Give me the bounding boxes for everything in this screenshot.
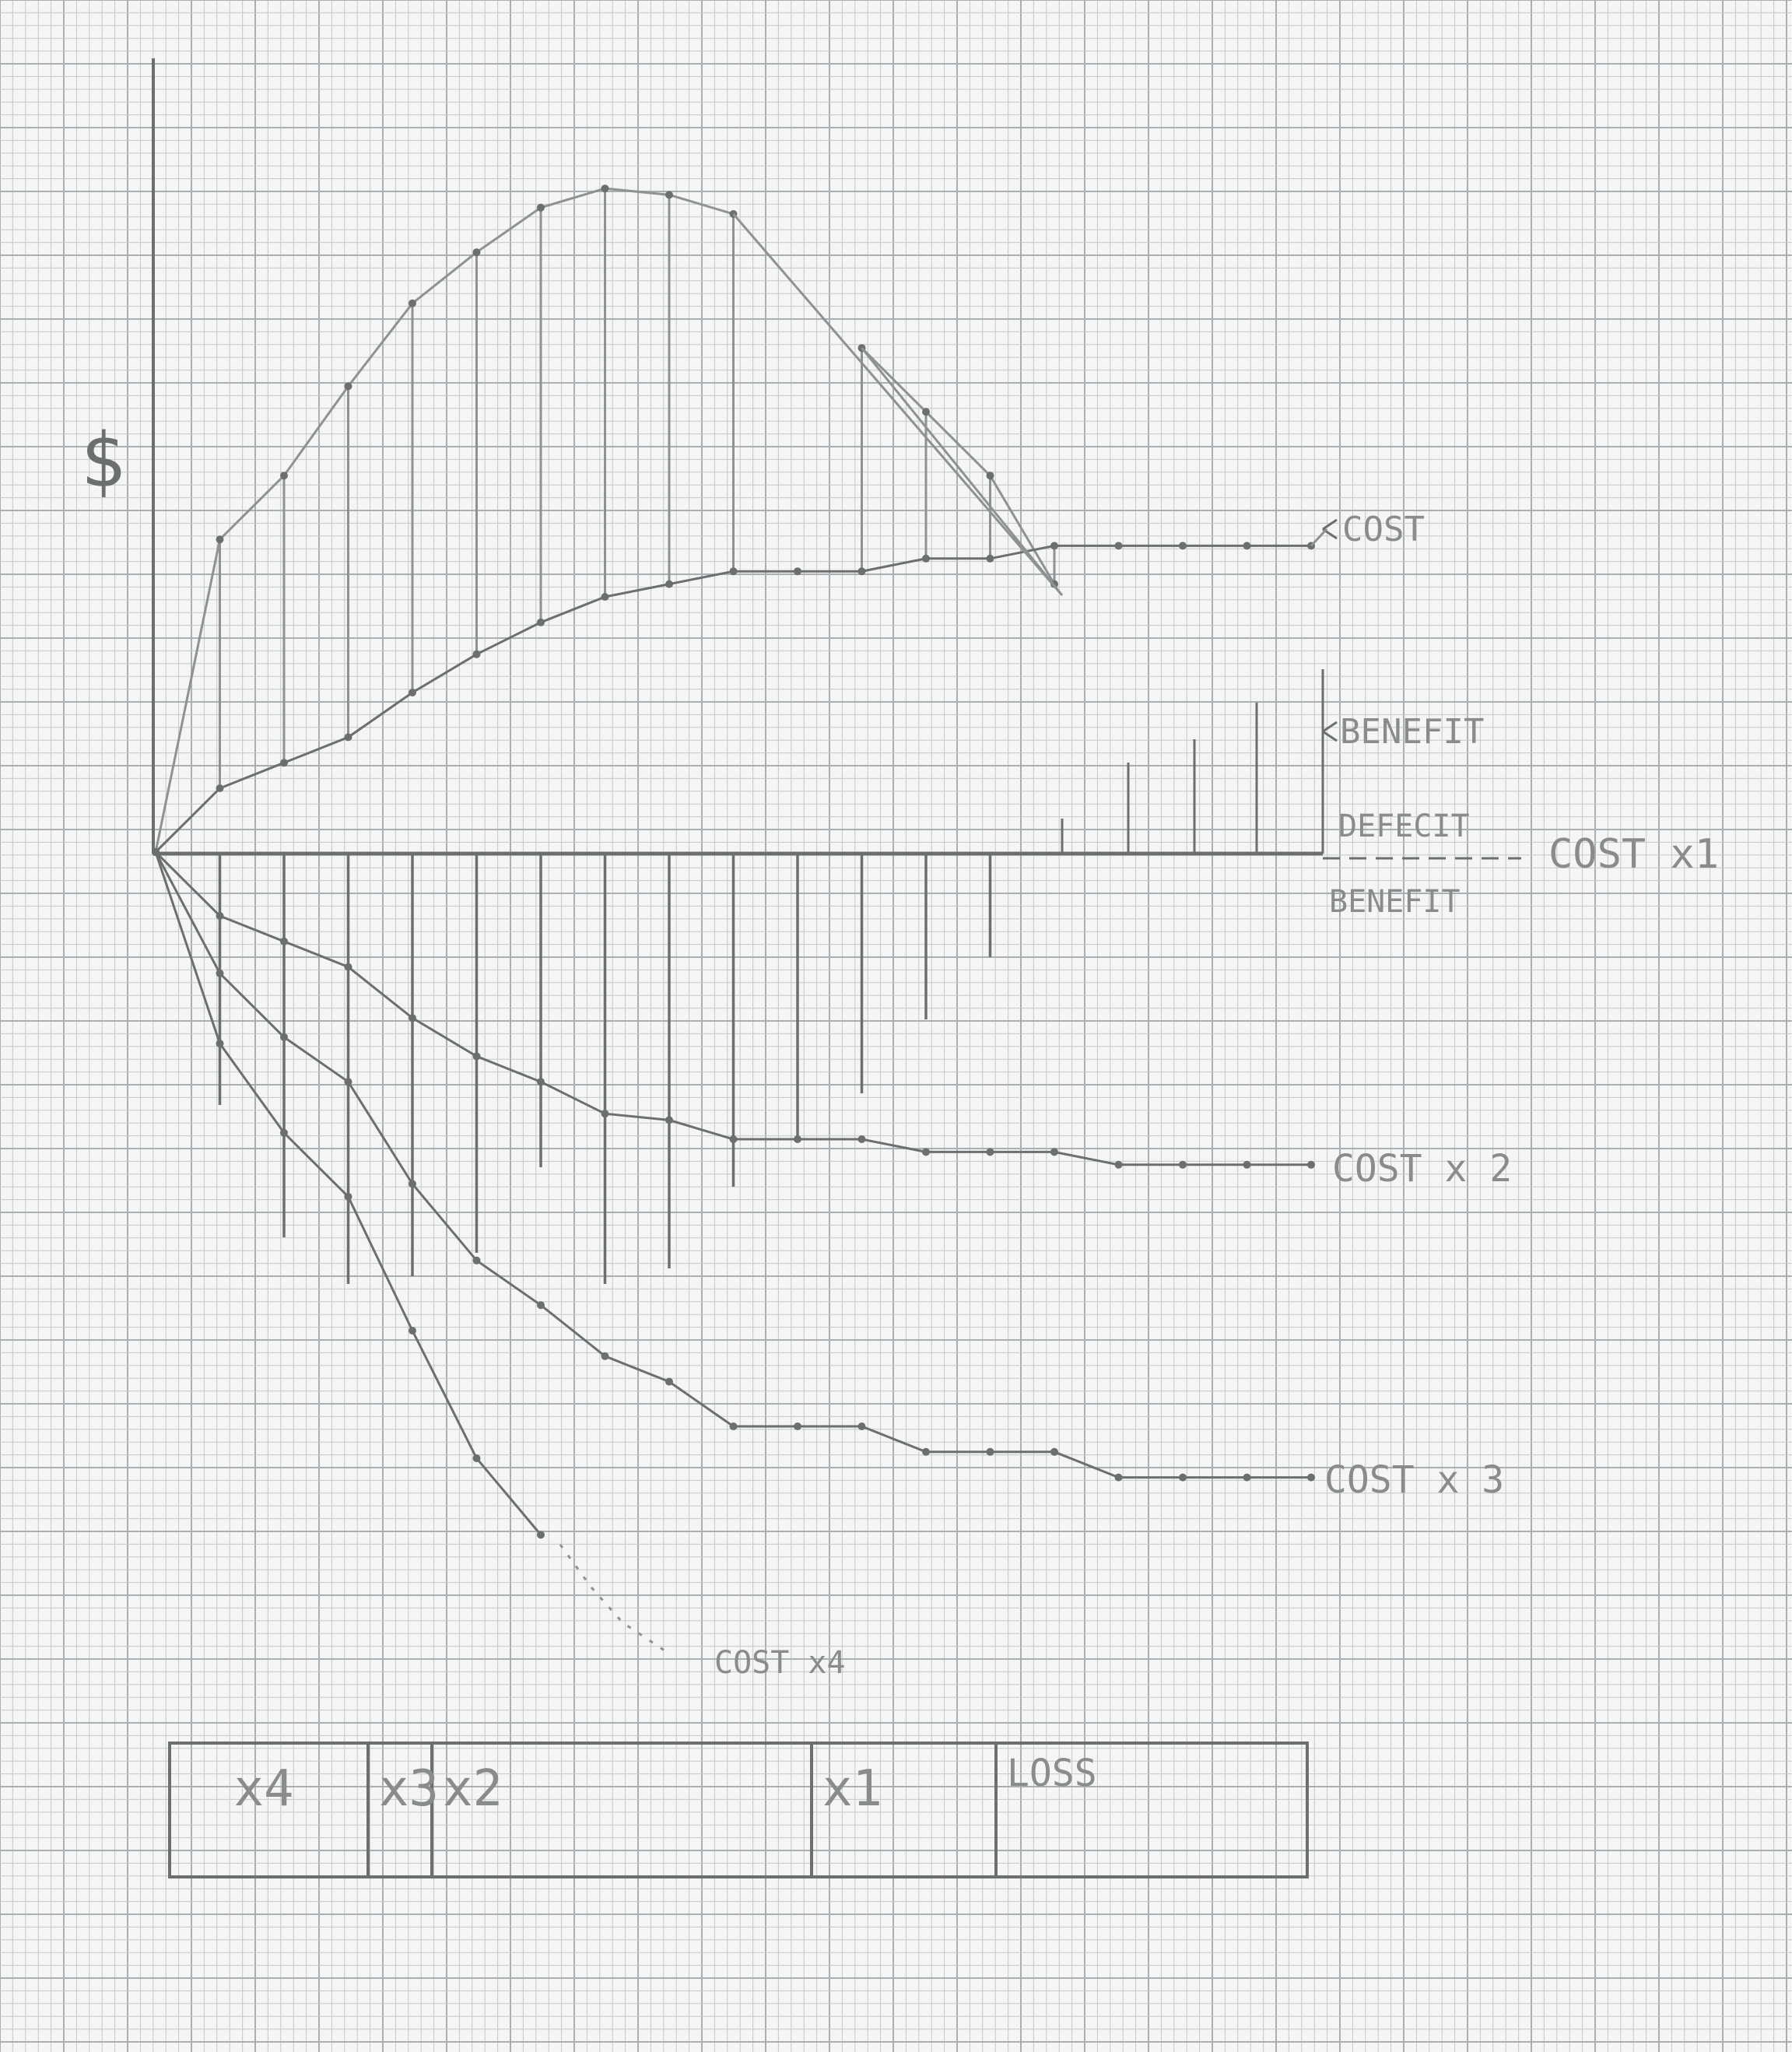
- benefit-arrow-icon: [1322, 721, 1338, 742]
- cost-line-bridge: [732, 213, 1064, 596]
- data-point: [216, 535, 224, 544]
- data-point: [537, 1078, 545, 1086]
- data-point: [794, 1135, 801, 1143]
- data-point: [794, 1422, 801, 1430]
- data-point: [216, 969, 224, 977]
- region-label: x2: [443, 1760, 503, 1818]
- data-point: [216, 912, 224, 920]
- data-point: [344, 733, 352, 742]
- data-point: [665, 580, 673, 588]
- data-point: [472, 1052, 481, 1061]
- data-point: [986, 472, 994, 480]
- data-point: [1050, 1148, 1058, 1156]
- cost-x4-dotted-tail: [559, 1544, 670, 1655]
- region-label: x4: [234, 1760, 294, 1818]
- data-point: [1307, 1473, 1315, 1482]
- region-label: x3: [379, 1760, 439, 1818]
- data-point: [922, 554, 930, 563]
- data-point: [601, 1352, 609, 1360]
- difference-bars: [218, 188, 1324, 1284]
- region-band-frame: [168, 1742, 1309, 1878]
- region-label: x1: [822, 1760, 882, 1818]
- data-point: [280, 1033, 288, 1041]
- data-point: [409, 689, 416, 696]
- data-point: [665, 1116, 673, 1124]
- data-point: [344, 382, 352, 391]
- data-point: [857, 1422, 866, 1430]
- data-point: [344, 963, 352, 971]
- data-point: [665, 1377, 673, 1386]
- data-point: [601, 184, 609, 193]
- label-cost-x4: COST x4: [714, 1645, 846, 1681]
- series-line-0: [154, 187, 1056, 853]
- data-point: [472, 650, 481, 658]
- data-point: [601, 593, 609, 601]
- label-cost-x1: COST x1: [1548, 831, 1719, 878]
- data-point: [280, 937, 288, 945]
- data-point: [729, 1135, 738, 1143]
- data-point: [922, 408, 930, 416]
- data-point: [729, 1422, 738, 1430]
- data-point: [1243, 542, 1251, 550]
- series-layer: [152, 184, 1338, 1655]
- data-point: [472, 248, 481, 257]
- data-point: [857, 567, 866, 576]
- data-point: [1243, 1160, 1251, 1169]
- data-point: [344, 1192, 352, 1201]
- data-point: [1114, 1160, 1123, 1169]
- data-point: [665, 191, 673, 199]
- data-point: [409, 1014, 416, 1022]
- data-point: [922, 1148, 930, 1156]
- data-point: [601, 1110, 609, 1118]
- data-point: [922, 1447, 930, 1456]
- data-point: [216, 784, 224, 792]
- label-cost: COST: [1342, 510, 1425, 549]
- cost-extension-line: [1310, 528, 1328, 547]
- region-band: x4 x3 x2 x1 LOSS: [168, 1742, 1309, 1878]
- data-point: [986, 554, 994, 563]
- data-point: [280, 759, 288, 767]
- data-point: [409, 1180, 416, 1188]
- data-point: [1050, 542, 1058, 550]
- series-labels: COST BENEFIT DEFECIT COST x1 BENEFIT COST x 2…: [714, 510, 1719, 1681]
- data-point: [1114, 1473, 1123, 1482]
- data-point: [537, 1531, 545, 1539]
- data-point: [1114, 542, 1123, 550]
- data-point: [152, 848, 160, 856]
- data-point: [729, 567, 738, 576]
- data-point: [409, 1327, 416, 1335]
- label-cost-x2: COST x 2: [1332, 1147, 1512, 1191]
- data-point: [986, 1447, 994, 1456]
- data-point: [1179, 1473, 1187, 1482]
- data-point: [1179, 542, 1187, 550]
- label-benefit-below: BENEFIT: [1329, 884, 1461, 920]
- data-point: [1243, 1473, 1251, 1482]
- data-point: [1179, 1160, 1187, 1169]
- data-point: [537, 203, 545, 212]
- label-defecit: DEFECIT: [1338, 809, 1470, 844]
- label-benefit: BENEFIT: [1340, 712, 1484, 752]
- data-point: [280, 472, 288, 480]
- data-point: [216, 1040, 224, 1047]
- label-cost-x3: COST x 3: [1324, 1458, 1504, 1502]
- data-point: [857, 1135, 866, 1143]
- data-point: [409, 299, 416, 307]
- data-point: [794, 567, 801, 576]
- region-label: LOSS: [1007, 1752, 1097, 1795]
- y-axis-label: $: [80, 417, 125, 504]
- data-point: [472, 1256, 481, 1265]
- data-point: [280, 1128, 288, 1137]
- data-point: [537, 1301, 545, 1310]
- data-point: [1050, 1447, 1058, 1456]
- data-point: [537, 618, 545, 626]
- data-point: [472, 1454, 481, 1462]
- data-point: [986, 1148, 994, 1156]
- data-point: [1307, 1160, 1315, 1169]
- data-point: [344, 1078, 352, 1086]
